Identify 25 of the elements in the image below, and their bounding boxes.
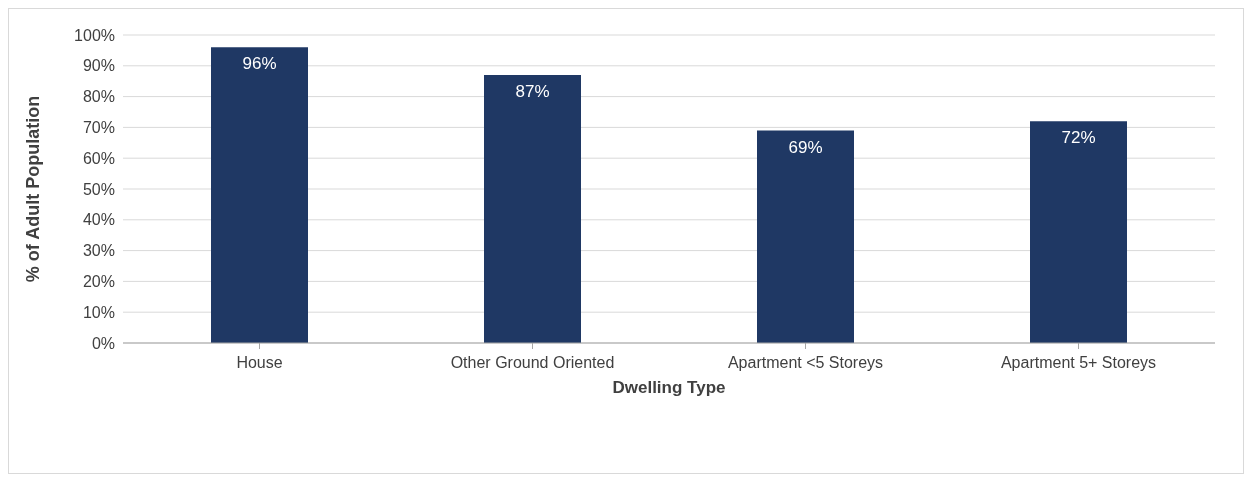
x-tick-label: Apartment 5+ Storeys [1000, 354, 1157, 372]
x-tick-label: Apartment <5 Storeys [727, 354, 884, 372]
bar [211, 47, 308, 343]
x-tick-label: Other Ground Oriented [450, 354, 615, 372]
data-label: 96% [242, 54, 277, 74]
y-tick-label: 0% [91, 334, 115, 352]
bar [757, 130, 854, 343]
y-tick-label: 60% [82, 149, 115, 167]
y-tick-label: 30% [82, 242, 115, 260]
y-tick-label: 20% [82, 273, 115, 291]
y-tick-label: 80% [82, 88, 115, 106]
y-tick-label: 90% [82, 57, 115, 75]
y-tick-label: 100% [74, 26, 115, 44]
bar [1030, 121, 1127, 343]
x-tick-label: House [236, 354, 283, 372]
y-tick-label: 50% [82, 180, 115, 198]
data-label: 87% [515, 82, 550, 102]
data-label: 69% [788, 137, 823, 157]
data-label: 72% [1061, 128, 1096, 148]
y-tick-label: 40% [82, 211, 115, 229]
y-axis-title: % of Adult Population [23, 95, 44, 283]
y-tick-label: 10% [82, 303, 115, 321]
y-tick-label: 70% [82, 119, 115, 137]
x-axis-title: Dwelling Type [612, 378, 726, 397]
bar [484, 75, 581, 343]
